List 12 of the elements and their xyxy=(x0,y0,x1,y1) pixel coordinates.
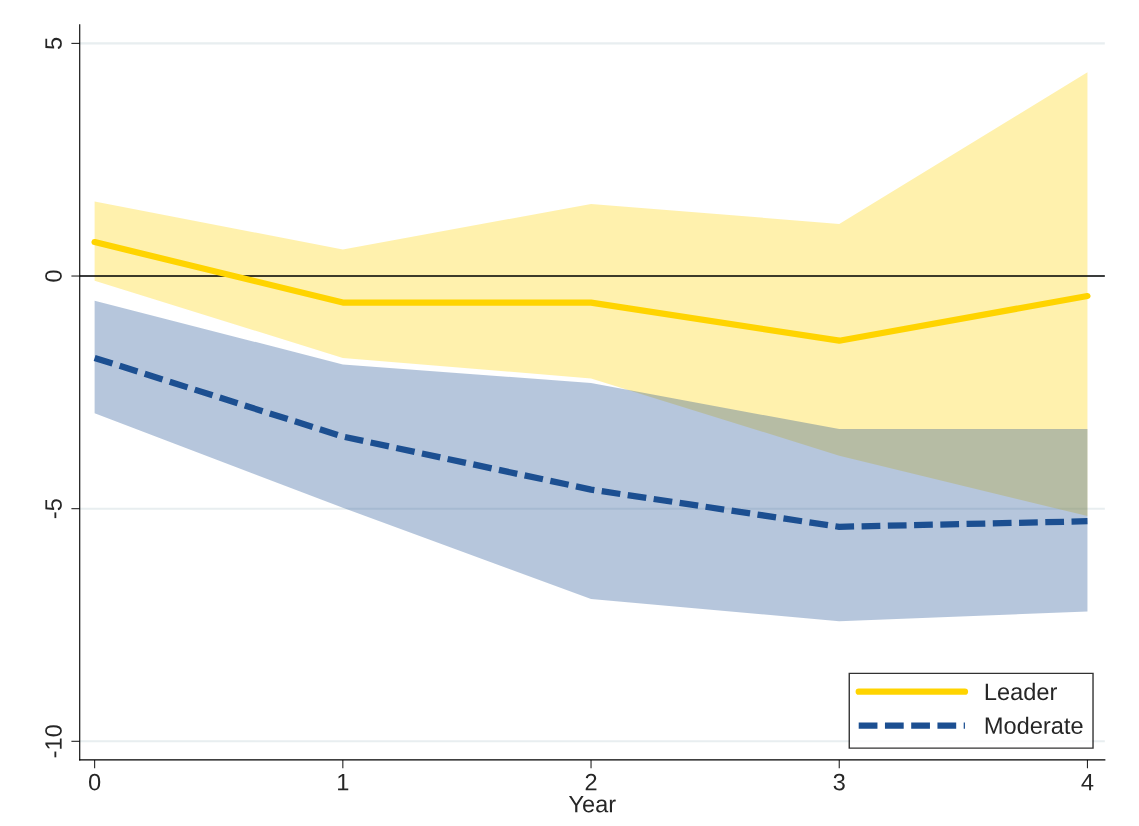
legend-label: Moderate xyxy=(985,716,1083,734)
x-tick-label: 3 xyxy=(833,773,845,791)
x-tick-label: 4 xyxy=(1081,773,1094,791)
y-tick-label: -10 xyxy=(45,725,62,758)
y-tick-label: -5 xyxy=(45,499,62,519)
y-tick-label: 5 xyxy=(45,37,62,50)
x-tick-label: 0 xyxy=(88,773,101,791)
x-tick-label: 2 xyxy=(585,773,597,791)
legend-label: Leader xyxy=(985,682,1057,701)
x-tick-label: 1 xyxy=(338,773,349,791)
y-tick-label: 0 xyxy=(45,270,62,282)
x-axis-title: Year xyxy=(568,795,616,813)
